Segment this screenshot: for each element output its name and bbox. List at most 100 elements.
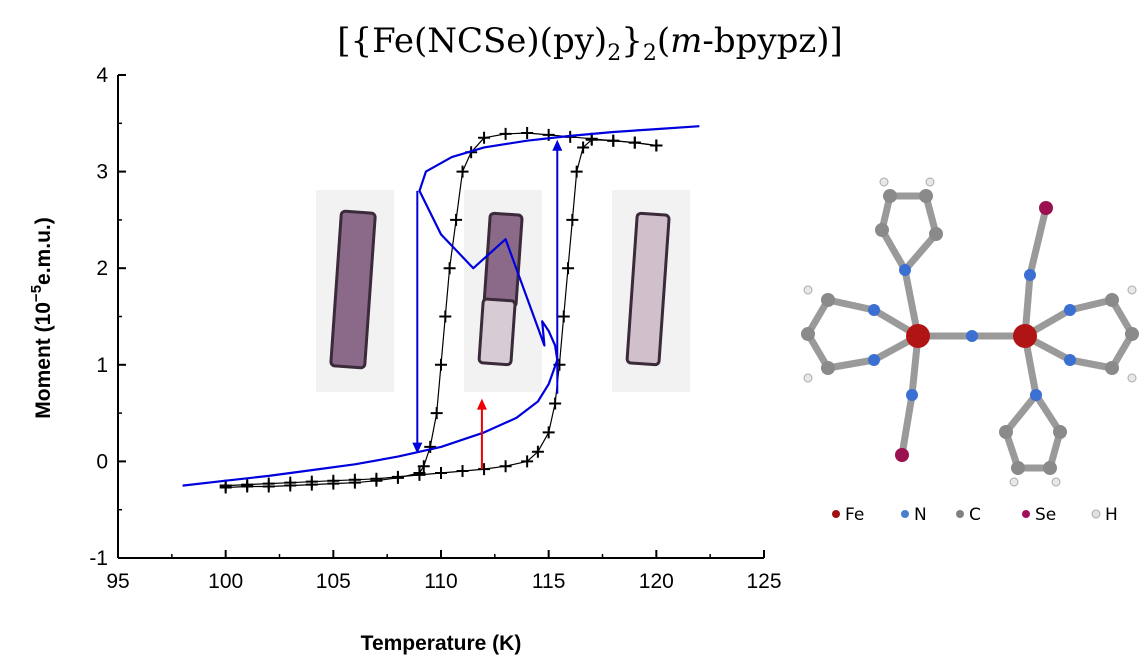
series-line-model-s-curve xyxy=(182,125,700,487)
series-line-measured-heating xyxy=(225,139,657,487)
data-point-measured-heating xyxy=(570,165,583,178)
y-tick-label: 4 xyxy=(96,64,108,87)
legend-label-fe: Fe xyxy=(845,505,864,525)
x-tick-label: 120 xyxy=(639,570,674,593)
x-axis-label: Temperature (K) xyxy=(361,632,522,655)
data-point-measured-heating xyxy=(478,463,491,476)
data-point-measured-heating xyxy=(549,397,562,410)
transition-arrows xyxy=(412,139,563,470)
data-point-measured-cooling xyxy=(219,481,232,494)
data-point-measured-heating xyxy=(566,213,579,226)
data-point-measured-cooling xyxy=(241,480,254,493)
blue-arrow-down-head xyxy=(412,442,423,454)
data-point-measured-cooling xyxy=(284,479,297,492)
crystal-high-temp xyxy=(625,211,671,367)
data-point-measured-cooling xyxy=(370,474,383,487)
atom-nitrogen xyxy=(906,389,918,401)
axis-tick-labels: 95 100 105 110 115 120 125 -1 0 1 2 3 4 xyxy=(89,64,781,593)
atom-hydrogen xyxy=(803,285,813,295)
atom-iron-right xyxy=(1013,324,1037,348)
data-point-measured-cooling xyxy=(628,136,641,149)
data-point-measured-cooling xyxy=(435,358,447,371)
y-axis-label-exponent: −5 xyxy=(28,285,45,302)
crystal-mid-temp-bottom xyxy=(477,297,517,367)
legend-label-c: C xyxy=(969,505,981,525)
data-point-measured-cooling xyxy=(391,471,404,484)
title-part-paren: ( xyxy=(657,21,670,61)
x-tick-label: 105 xyxy=(316,570,351,593)
data-point-measured-cooling xyxy=(348,476,361,489)
title-italic-m: m xyxy=(670,21,702,61)
atom-nitrogen xyxy=(899,264,911,276)
y-tick-label: 0 xyxy=(96,450,108,473)
data-point-measured-cooling xyxy=(478,131,491,144)
element-legend: Fe N C Se H xyxy=(832,505,1118,525)
atom-carbon xyxy=(1043,461,1057,475)
data-point-measured-cooling xyxy=(521,126,534,139)
atom-hydrogen xyxy=(879,177,889,187)
data-point-measured-cooling xyxy=(439,310,452,323)
data-point-measured-heating xyxy=(531,445,544,458)
atom-nitrogen xyxy=(1030,389,1042,401)
atom-hydrogen xyxy=(1009,477,1019,487)
legend-marker-n xyxy=(901,510,909,518)
atom-hydrogen xyxy=(925,177,935,187)
x-tick-label: 110 xyxy=(424,570,457,593)
title-sub-1: 2 xyxy=(607,41,621,66)
atom-hydrogen xyxy=(1051,477,1061,487)
atom-carbon xyxy=(1105,361,1119,375)
y-tick-label: -1 xyxy=(89,547,108,570)
atom-nitrogen xyxy=(1064,354,1076,366)
atom-carbon xyxy=(1125,327,1139,341)
axis-ticks xyxy=(117,74,765,559)
red-arrow-up-head xyxy=(476,398,487,410)
data-point-measured-cooling xyxy=(424,440,437,453)
data-point-measured-cooling xyxy=(327,477,340,490)
legend-marker-c xyxy=(956,510,964,518)
atom-iron-left xyxy=(906,324,930,348)
data-point-measured-heating xyxy=(435,466,447,479)
atom-hydrogen xyxy=(1127,285,1137,295)
data-point-measured-cooling xyxy=(430,407,443,420)
data-point-measured-heating xyxy=(542,426,555,439)
x-tick-label: 95 xyxy=(106,570,129,593)
atom-carbon xyxy=(1105,293,1119,307)
data-point-measured-cooling xyxy=(417,460,430,473)
atom-carbon xyxy=(883,189,897,203)
y-tick-label: 1 xyxy=(96,354,108,377)
data-series xyxy=(182,125,700,494)
data-point-measured-cooling xyxy=(450,213,463,226)
data-point-measured-heating xyxy=(557,310,570,323)
atom-selenium xyxy=(1039,201,1053,215)
atom-carbon xyxy=(875,223,889,237)
molecule-structure xyxy=(801,177,1139,487)
molecule-atoms xyxy=(801,177,1139,487)
data-point-measured-heating xyxy=(456,465,469,478)
x-tick-label: 115 xyxy=(532,570,565,593)
crystal-photos xyxy=(316,190,690,392)
blue-arrow-up-head xyxy=(552,139,563,151)
data-point-measured-cooling xyxy=(443,262,456,275)
atom-carbon xyxy=(821,361,835,375)
title-part-mid: } xyxy=(621,21,643,61)
atom-nitrogen xyxy=(868,304,880,316)
crystal-mid-temp-top xyxy=(482,211,524,309)
legend-marker-se xyxy=(1022,510,1030,518)
atom-carbon xyxy=(1053,425,1067,439)
data-point-measured-cooling xyxy=(607,134,620,147)
atom-carbon xyxy=(919,189,933,203)
atom-carbon xyxy=(999,425,1013,439)
y-axis-label: Moment (10−5e.m.u.) xyxy=(28,217,55,418)
y-axis-label-unit: e.m.u.) xyxy=(32,217,55,285)
data-point-measured-cooling xyxy=(413,466,426,479)
series-line-measured-cooling xyxy=(225,132,657,489)
y-axis-label-main: Moment (10 xyxy=(32,302,55,419)
y-tick-label: 2 xyxy=(96,257,108,280)
atom-hydrogen xyxy=(803,373,813,383)
chart-title: [{Fe(NCSe)(py)2}2(m-bpypz)] xyxy=(337,21,843,66)
atom-carbon xyxy=(801,327,815,341)
atom-selenium xyxy=(895,448,909,462)
atom-carbon xyxy=(821,293,835,307)
legend-label-se: Se xyxy=(1035,505,1056,525)
